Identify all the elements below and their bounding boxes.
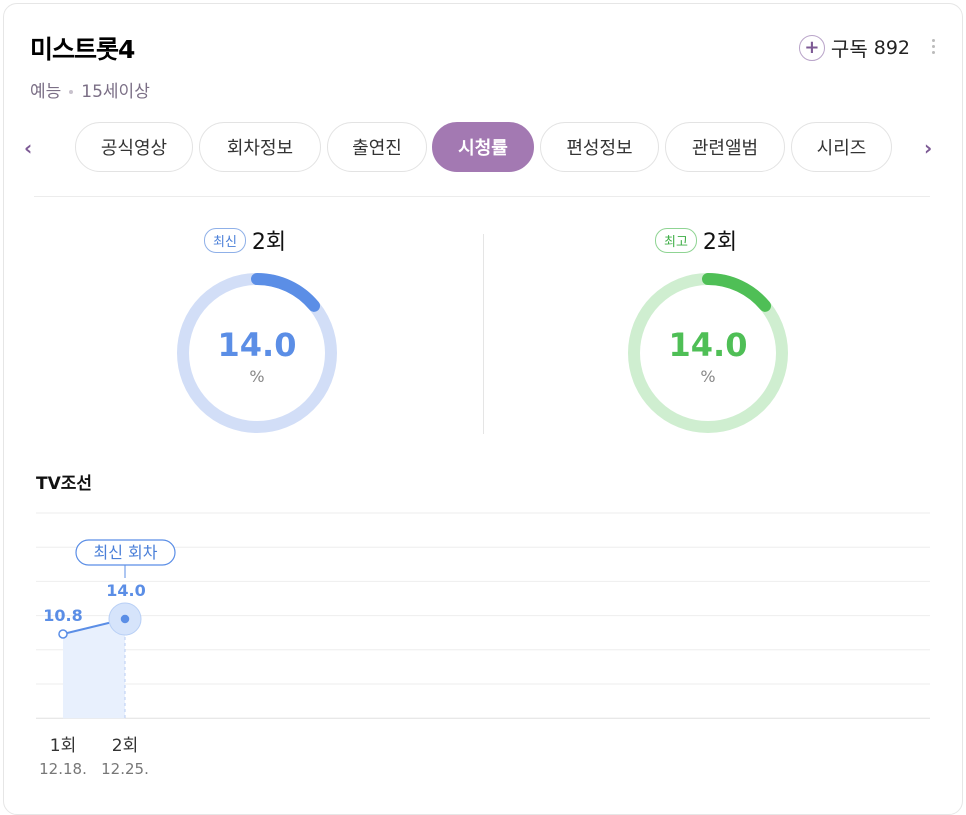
x-axis-label: 2회 12.25. [90, 731, 160, 778]
program-title[interactable]: 미스트롯4 [30, 35, 135, 64]
tab-ratings[interactable]: 시청률 [432, 122, 534, 172]
highest-gauge-fill [628, 273, 788, 433]
tab-bar: ‹ 공식영상 회차정보 출연진 시청률 편성정보 관련앨범 시리즈 › [0, 122, 966, 172]
latest-rating-gauge: 14.0 % [175, 270, 339, 436]
data-label: 10.8 [43, 606, 82, 625]
callout-label: 최신 회차 [94, 543, 158, 562]
latest-badge: 최신 [204, 227, 246, 253]
latest-episode-callout [75, 539, 176, 566]
highest-episode: 2회 [702, 230, 738, 255]
x-axis-date: 12.18. [39, 760, 87, 778]
tab-official-video[interactable]: 공식영상 [75, 122, 193, 172]
data-point[interactable] [58, 629, 68, 639]
highest-rating-gauge: 14.0 % [626, 270, 790, 436]
subscribe-count: 892 [873, 36, 910, 59]
subscribe-label: 구독 [830, 37, 868, 61]
latest-rating-unit: % [249, 367, 265, 386]
highest-gauge-ring [628, 273, 788, 433]
genre-label[interactable]: 예능 [30, 82, 62, 102]
chevron-left-icon[interactable]: ‹ [24, 136, 33, 160]
chart-plot: 10.8 14.0 최신 회차 [43, 539, 176, 719]
x-axis-label: 1회 12.18. [28, 731, 98, 778]
latest-gauge-fill [177, 273, 337, 433]
tab-related-album[interactable]: 관련앨범 [665, 122, 785, 172]
tab-schedule[interactable]: 편성정보 [540, 122, 659, 172]
more-options-icon[interactable] [932, 39, 936, 57]
highest-badge: 최고 [655, 227, 697, 253]
highest-rating-value: 14.0 [668, 326, 748, 364]
highest-rating-unit: % [700, 367, 716, 386]
chevron-right-icon[interactable]: › [924, 136, 933, 160]
series-area [63, 619, 125, 719]
subscribe-button[interactable]: + 구독 892 [798, 33, 910, 62]
x-axis-category: 2회 [111, 736, 139, 756]
tab-series[interactable]: 시리즈 [791, 122, 892, 172]
program-meta: 예능 15세이상 [30, 77, 150, 102]
tab-cast[interactable]: 출연진 [327, 122, 427, 172]
vertical-divider [483, 234, 484, 434]
plus-icon: + [798, 34, 825, 61]
latest-episode: 2회 [251, 230, 287, 255]
x-axis-date: 12.25. [101, 760, 149, 778]
latest-gauge-ring [177, 273, 337, 433]
chart-gridlines [36, 512, 930, 719]
tab-episode-info[interactable]: 회차정보 [199, 122, 321, 172]
highest-rating-header: 최고 2회 [655, 224, 737, 256]
station-name: TV조선 [36, 474, 93, 494]
x-axis-category: 1회 [49, 736, 77, 756]
age-rating: 15세이상 [81, 82, 150, 102]
data-point[interactable] [120, 614, 130, 624]
separator-dot [69, 90, 74, 94]
divider [34, 196, 930, 197]
data-label: 14.0 [106, 581, 145, 600]
latest-rating-value: 14.0 [217, 326, 297, 364]
latest-rating-header: 최신 2회 [204, 224, 286, 256]
